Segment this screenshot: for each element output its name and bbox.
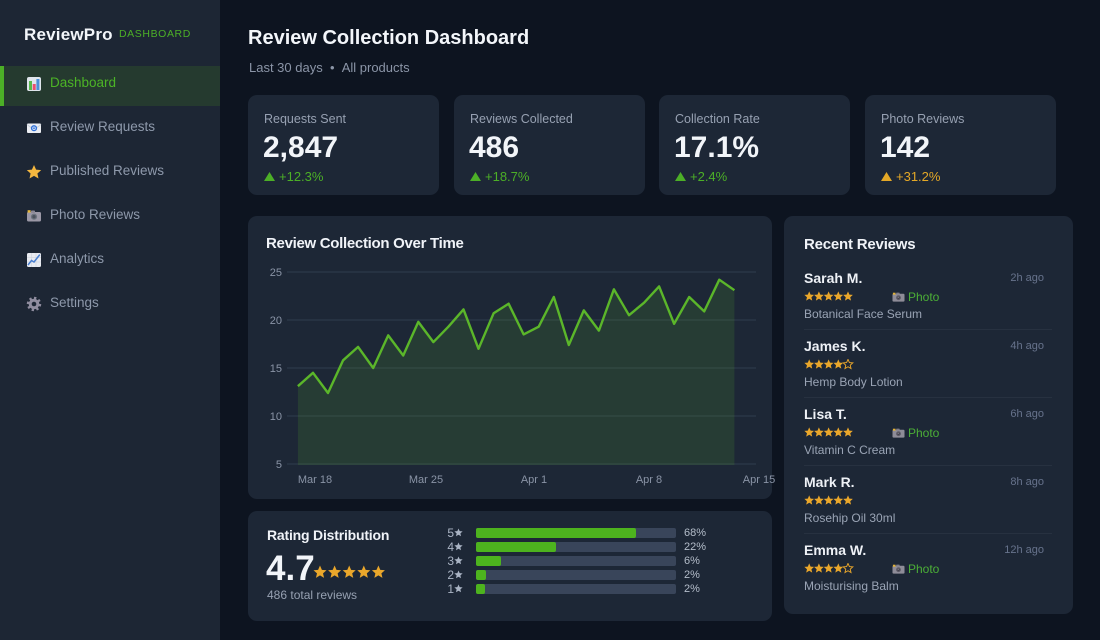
svg-text:Apr 1: Apr 1 xyxy=(521,474,547,486)
svg-text:5: 5 xyxy=(276,459,282,471)
svg-text:Apr 15: Apr 15 xyxy=(743,474,775,486)
svg-text:25: 25 xyxy=(270,267,282,279)
svg-text:10: 10 xyxy=(270,411,282,423)
svg-text:Mar 18: Mar 18 xyxy=(298,474,332,486)
svg-text:20: 20 xyxy=(270,315,282,327)
svg-text:15: 15 xyxy=(270,363,282,375)
svg-text:Apr 8: Apr 8 xyxy=(636,474,662,486)
svg-text:Mar 25: Mar 25 xyxy=(409,474,443,486)
